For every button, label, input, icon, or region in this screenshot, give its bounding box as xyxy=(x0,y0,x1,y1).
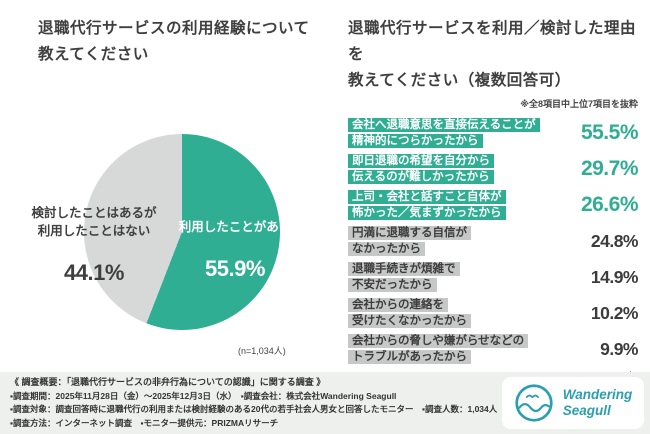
reasons-list: 会社へ退職意思を直接伝えることが 精神的につらかったから 55.5% 即日退職の… xyxy=(348,117,639,365)
reasons-chart-note: ※全8項目中上位7項目を抜粋 xyxy=(520,99,638,109)
pie-sample-size: (n=1,034人) xyxy=(238,346,286,356)
reason-row: 会社からの連絡を 受けたくなかったから 10.2% xyxy=(348,297,639,329)
survey-period-line: ▪調査期間：2025年11月28日（金）～2025年12月3日（水） ▪調査会社… xyxy=(10,390,397,401)
reason-value: 29.7% xyxy=(580,157,639,180)
survey-overview-footer: 《 調査概要：「退職代行サービスの非弁行為についての認識」に関する調査 》 ▪調… xyxy=(0,372,650,434)
reason-row: 上司・会社と話すこと自体が 怖かった／気まずかったから 26.6% xyxy=(348,189,639,221)
pie-segment-used-value: 55.9% xyxy=(205,256,265,281)
reason-row: 会社へ退職意思を直接伝えることが 精神的につらかったから 55.5% xyxy=(348,117,639,149)
pie-segment-used-label: 利用したことがある xyxy=(178,220,292,234)
reason-label: 退職手続きが煩雑で 不安だったから xyxy=(348,262,460,292)
reason-value: 9.9% xyxy=(600,338,638,359)
reason-value: 24.8% xyxy=(590,230,639,251)
pie-chart xyxy=(84,134,280,330)
survey-overview-heading: 《 調査概要：「退職代行サービスの非弁行為についての認識」に関する調査 》 xyxy=(10,377,326,387)
reason-value: 14.9% xyxy=(590,266,639,287)
company-logo: Wandering Seagull xyxy=(502,377,644,429)
reason-row: 退職手続きが煩雑で 不安だったから 14.9% xyxy=(348,261,639,293)
reason-value: 55.5% xyxy=(580,121,639,144)
reason-label: 会社からの連絡を 受けたくなかったから xyxy=(348,298,471,328)
reason-row: 会社からの脅しや嫌がらせなどの トラブルがあったから 9.9% xyxy=(348,333,639,365)
pie-segment-considered-label: 検討したことはあるが 利用したことはない xyxy=(31,206,157,238)
survey-method-line: ▪調査方法：インターネット調査 ▪モニター提供元：PRIZMAリサーチ xyxy=(10,417,279,428)
reason-value: 10.2% xyxy=(590,302,639,323)
pie-segment-considered-value: 44.1% xyxy=(64,260,124,285)
pie-segment-considered: 検討したことはあるが 利用したことはない 44.1% xyxy=(18,186,170,304)
company-logo-text: Wandering Seagull xyxy=(562,387,633,418)
reason-label: 上司・会社と話すこと自体が 怖かった／気まずかったから xyxy=(348,190,506,220)
pie-chart-title: 退職代行サービスの利用経験について 教えてください xyxy=(38,20,310,63)
reason-label: 円満に退職する自信が なかったから xyxy=(348,226,471,256)
survey-target-line: ▪調査対象：調査回答時に退職代行の利用または検討経験のある20代の若手社会人男女… xyxy=(10,404,498,414)
reason-row: 即日退職の希望を自分から 伝えるのが難しかったから 29.7% xyxy=(348,153,639,185)
reasons-chart-title: 退職代行サービスを利用／検討した理由を 教えてください（複数回答可） xyxy=(348,20,637,89)
seagull-wave-icon xyxy=(515,384,553,422)
reason-label: 会社からの脅しや嫌がらせなどの トラブルがあったから xyxy=(348,334,529,364)
pie-segment-used: 利用したことがある 55.9% xyxy=(174,200,296,300)
reason-row: 円満に退職する自信が なかったから 24.8% xyxy=(348,225,639,257)
reason-label: 即日退職の希望を自分から 伝えるのが難しかったから xyxy=(348,154,494,184)
reason-value: 26.6% xyxy=(580,193,639,216)
reason-label: 会社へ退職意思を直接伝えることが 精神的につらかったから xyxy=(348,118,540,148)
reasons-chart: 退職代行サービスを利用／検討した理由を 教えてください（複数回答可） ※全8項目… xyxy=(348,16,639,382)
